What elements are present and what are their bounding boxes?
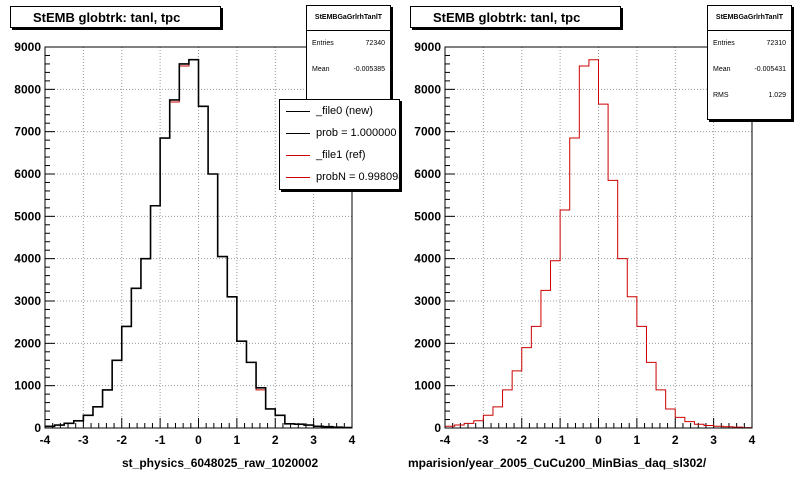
stats-box-left: StEMBGaGrlrhTanlT Entries 72340 Mean -0.… (306, 5, 391, 105)
right-y-tick-label-3: 3000 (414, 294, 441, 308)
left-y-tick-label-2: 2000 (14, 336, 41, 350)
stats-entries-value-left: 72340 (365, 40, 385, 47)
stats-rms-value-right: 1.029 (768, 92, 786, 99)
right-plot-frame (444, 46, 753, 429)
legend-swatch-file1 (286, 155, 310, 156)
stats-mean-label-right: Mean (713, 66, 731, 73)
legend-item-prob: prob = 1.000000 (280, 122, 399, 144)
right-y-tick-label-1: 1000 (414, 379, 441, 393)
legend-swatch-file0 (286, 111, 310, 112)
left-x-tick-label-0: -4 (40, 433, 51, 447)
left-y-tick-label-0: 0 (34, 421, 41, 435)
right-y-tick-label-0: 0 (434, 421, 441, 435)
left-y-tick-label-9: 9000 (14, 40, 41, 54)
left-x-tick-label-1: -3 (78, 433, 89, 447)
x-axis-label-left: st_physics_6048025_raw_1020002 (122, 456, 319, 470)
left-y-tick-label-5: 5000 (14, 209, 41, 223)
stats-mean-left: Mean -0.005385 (307, 57, 390, 83)
histogram-pad-right: -4 -3 -2 -1 0 1 2 3 4 0 1000 2000 3000 4000 5000 6000 70… (400, 0, 800, 470)
stats-mean-value-left: -0.005385 (353, 66, 385, 73)
left-x-tick-label-4: 0 (195, 433, 202, 447)
stats-entries-value-right: 72310 (766, 40, 786, 47)
legend-label-file1: _file1 (ref) (316, 149, 366, 161)
legend-swatch-prob (286, 133, 310, 134)
right-x-tick-label-1: -3 (478, 433, 489, 447)
right-y-tick-label-7: 7000 (414, 125, 441, 139)
left-x-tick-label-8: 4 (349, 433, 356, 447)
left-x-tick-label-2: -2 (116, 433, 127, 447)
left-plot-frame (44, 46, 353, 429)
legend-label-probn: probN = 0.998098 (316, 171, 400, 183)
legend-swatch-probn (286, 177, 310, 178)
right-y-tick-label-6: 6000 (414, 167, 441, 181)
stats-entries-label-right: Entries (713, 40, 735, 47)
right-y-tick-label-8: 8000 (414, 82, 441, 96)
stats-mean-label-left: Mean (312, 66, 330, 73)
stats-mean-value-right: -0.005431 (754, 66, 786, 73)
left-histogram-series-1 (45, 58, 352, 429)
stats-rms-label-right: RMS (713, 92, 729, 99)
left-y-tick-label-4: 4000 (14, 252, 41, 266)
stats-rms-right: RMS 1.029 (708, 83, 791, 109)
left-y-tick-label-8: 8000 (14, 82, 41, 96)
left-y-tick-label-3: 3000 (14, 294, 41, 308)
stats-name-left: StEMBGaGrlrhTanlT (307, 6, 390, 31)
right-x-tick-label-5: 1 (634, 433, 641, 447)
stats-entries-label-left: Entries (312, 40, 334, 47)
right-y-tick-label-4: 4000 (414, 252, 441, 266)
stats-entries-left: Entries 72340 (307, 31, 390, 57)
legend-box: _file0 (new) prob = 1.000000 _file1 (ref… (279, 99, 400, 190)
stats-entries-right: Entries 72310 (708, 31, 791, 57)
right-histogram-series-0 (445, 59, 752, 429)
stats-name-right: StEMBGaGrlrhTanlT (708, 6, 791, 31)
legend-item-file1: _file1 (ref) (280, 144, 399, 166)
legend-item-file0: _file0 (new) (280, 100, 399, 122)
legend-label-file0: _file0 (new) (316, 105, 373, 117)
right-x-tick-label-7: 3 (710, 433, 717, 447)
left-x-tick-label-3: -1 (155, 433, 166, 447)
histogram-title-right: StEMB globtrk: tanl, tpc (410, 6, 621, 28)
left-y-tick-label-7: 7000 (14, 125, 41, 139)
right-y-tick-label-2: 2000 (414, 336, 441, 350)
right-x-tick-label-3: -1 (555, 433, 566, 447)
histogram-title-left: StEMB globtrk: tanl, tpc (10, 6, 221, 28)
right-x-tick-label-8: 4 (749, 433, 756, 447)
legend-label-prob: prob = 1.000000 (316, 127, 397, 139)
left-x-tick-label-6: 2 (272, 433, 279, 447)
legend-item-probn: probN = 0.998098 (280, 166, 399, 188)
left-y-tick-label-6: 6000 (14, 167, 41, 181)
histogram-pad-left: -4 -3 -2 -1 0 1 2 3 4 0 1000 2000 3000 4000 5000 6000 70… (0, 0, 400, 470)
right-x-tick-label-0: -4 (440, 433, 451, 447)
right-y-tick-label-5: 5000 (414, 209, 441, 223)
left-y-tick-label-1: 1000 (14, 379, 41, 393)
right-y-tick-label-9: 9000 (414, 40, 441, 54)
right-x-tick-label-2: -2 (516, 433, 527, 447)
left-x-tick-label-5: 1 (234, 433, 241, 447)
stats-mean-right: Mean -0.005431 (708, 57, 791, 83)
right-x-tick-label-6: 2 (672, 433, 679, 447)
histogram-plot-left: -4 -3 -2 -1 0 1 2 3 4 0 1000 2000 3000 4000 5000 6000 70… (14, 40, 356, 447)
right-x-tick-label-4: 0 (595, 433, 602, 447)
stats-box-right: StEMBGaGrlrhTanlT Entries 72310 Mean -0.… (707, 5, 792, 120)
x-axis-label-right: mparision/year_2005_CuCu200_MinBias_daq_… (408, 456, 707, 470)
left-x-tick-label-7: 3 (310, 433, 317, 447)
